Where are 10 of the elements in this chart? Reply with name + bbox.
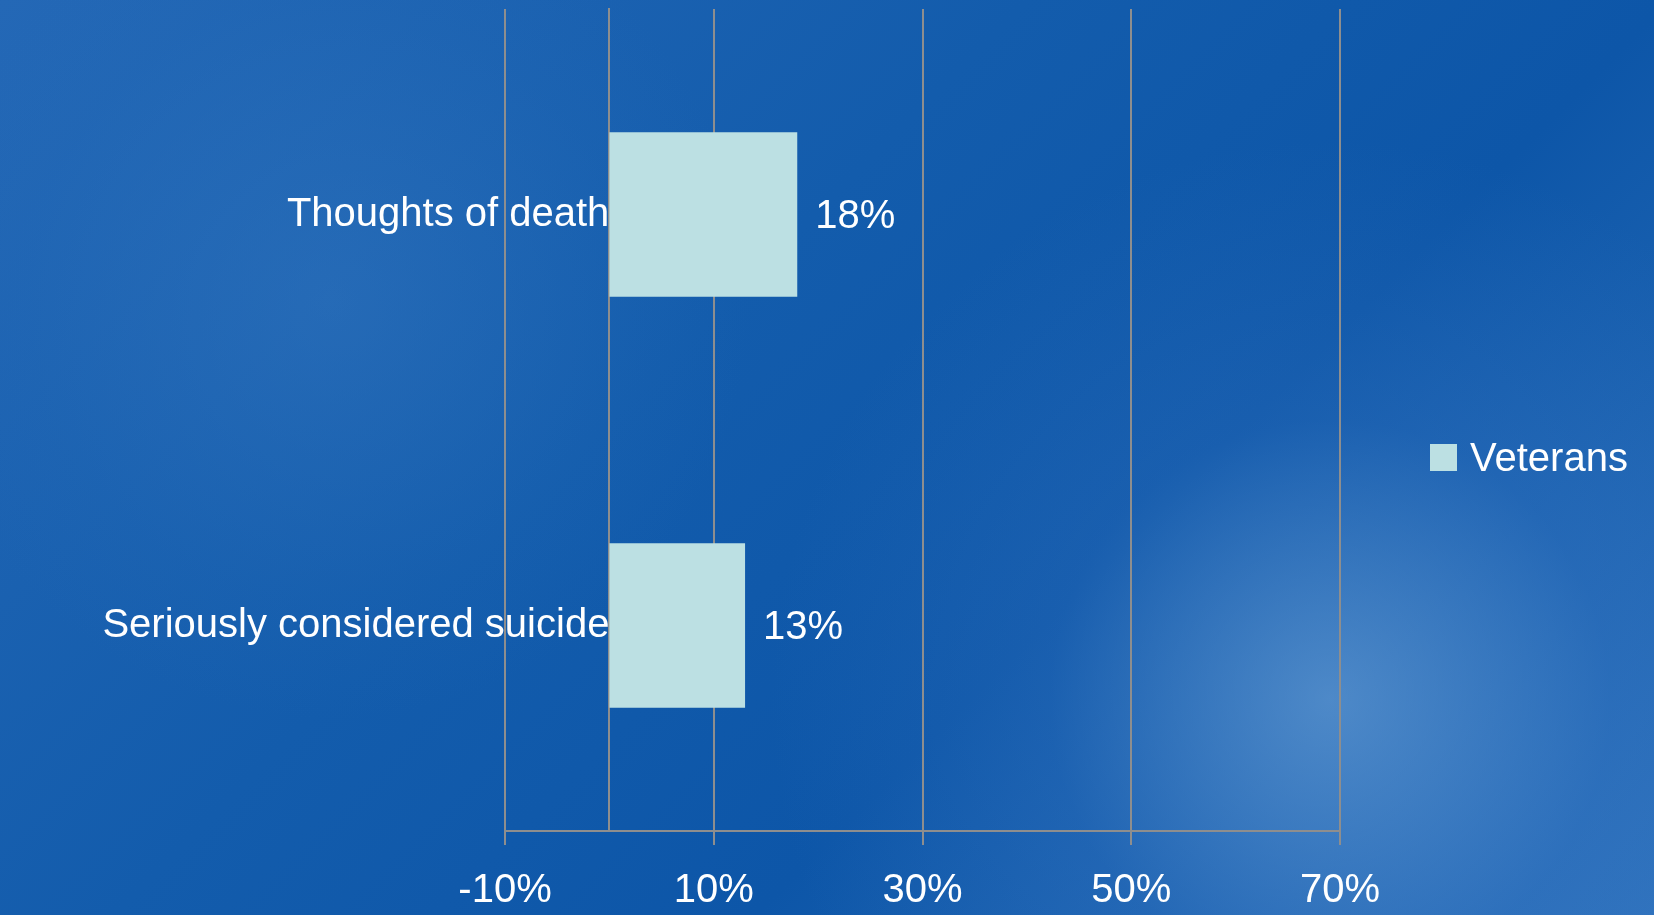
- x-tick-label: -10%: [458, 866, 552, 911]
- y-tick-label: Seriously considered suicide: [102, 600, 610, 645]
- data-label: 13%: [763, 602, 844, 647]
- x-tick-label: 50%: [1091, 866, 1172, 911]
- y-tick-label: Thoughts of death: [286, 189, 610, 234]
- x-tick-label: 30%: [882, 866, 963, 911]
- legend-label: Veterans: [1470, 434, 1628, 479]
- data-label: 18%: [815, 191, 896, 236]
- x-tick-label: 70%: [1299, 866, 1381, 911]
- x-tick-label: 10%: [673, 866, 754, 911]
